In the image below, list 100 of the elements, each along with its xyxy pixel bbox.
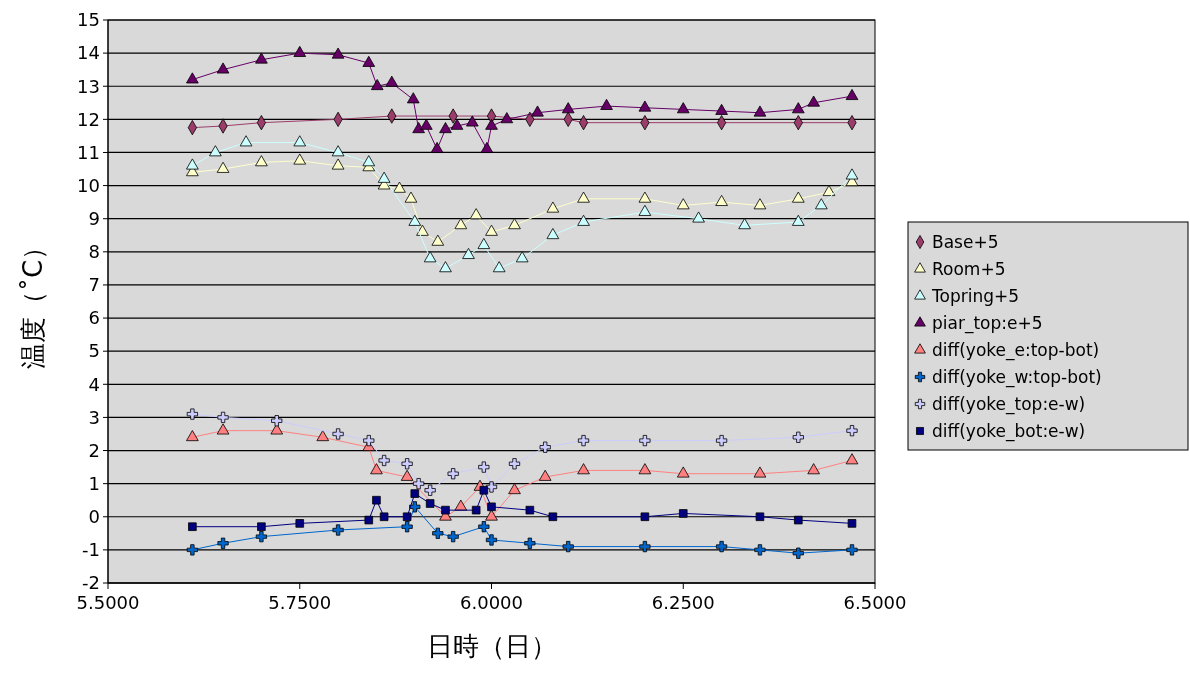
- point: [466, 115, 479, 127]
- point: [692, 211, 705, 223]
- point: [188, 522, 197, 531]
- point: [410, 489, 420, 498]
- legend-label: diff(yoke_w:top-bot): [932, 366, 1102, 388]
- point: [577, 463, 590, 475]
- point: [485, 509, 498, 521]
- point: [846, 425, 858, 437]
- point: [638, 100, 652, 112]
- point: [548, 512, 558, 522]
- point: [401, 458, 413, 470]
- point: [271, 415, 283, 427]
- y-tick-label: 0: [88, 506, 100, 528]
- point: [362, 155, 376, 167]
- point: [577, 191, 590, 203]
- legend-label: Topring+5: [931, 285, 1020, 306]
- point: [480, 141, 494, 153]
- point: [753, 105, 767, 117]
- point: [715, 194, 728, 206]
- point: [478, 461, 490, 473]
- y-tick-label: 14: [77, 42, 100, 64]
- point: [216, 423, 230, 435]
- point: [845, 168, 859, 180]
- point: [402, 512, 412, 522]
- point: [515, 251, 529, 263]
- point: [332, 428, 344, 440]
- point: [379, 512, 389, 522]
- point: [753, 198, 767, 210]
- point: [676, 198, 690, 210]
- point: [186, 430, 199, 442]
- point: [406, 92, 420, 104]
- legend-label: Base+5: [932, 231, 999, 252]
- point: [372, 495, 381, 505]
- point: [209, 145, 222, 157]
- point: [293, 153, 307, 165]
- point: [492, 261, 506, 273]
- point: [807, 463, 820, 475]
- point: [562, 540, 574, 553]
- point: [485, 118, 498, 130]
- point: [186, 72, 199, 84]
- y-tick-label: 12: [77, 108, 100, 130]
- point: [363, 435, 375, 447]
- point: [508, 483, 521, 495]
- point: [753, 466, 767, 478]
- y-tick-label: -1: [82, 539, 100, 561]
- point: [186, 408, 198, 420]
- y-tick-label: -2: [82, 572, 100, 594]
- point: [239, 135, 253, 147]
- point: [479, 486, 489, 495]
- point: [639, 540, 651, 553]
- point: [331, 158, 345, 170]
- point: [331, 145, 345, 157]
- point: [255, 155, 268, 167]
- point: [478, 521, 490, 533]
- point: [577, 214, 590, 226]
- point: [332, 524, 344, 536]
- point: [404, 191, 418, 203]
- point: [316, 430, 330, 442]
- point: [640, 512, 650, 522]
- point: [678, 509, 688, 518]
- point: [639, 435, 651, 447]
- point: [807, 95, 820, 107]
- y-tick-label: 5: [88, 340, 100, 362]
- y-tick-label: 3: [88, 406, 100, 428]
- y-tick-label: 11: [77, 141, 100, 163]
- point: [431, 234, 445, 246]
- point: [454, 218, 468, 230]
- legend-label: diff(yoke_top:e-w): [932, 393, 1086, 415]
- y-tick-label: 7: [88, 274, 100, 296]
- point: [531, 105, 544, 117]
- point: [638, 463, 652, 475]
- point: [792, 431, 804, 443]
- point: [716, 540, 728, 553]
- point: [217, 537, 229, 549]
- point: [362, 55, 376, 67]
- point: [439, 122, 452, 134]
- point: [293, 45, 307, 57]
- point: [600, 98, 613, 110]
- point: [370, 79, 384, 91]
- point: [377, 171, 391, 183]
- point: [255, 52, 268, 64]
- point: [370, 463, 383, 475]
- legend-label: diff(yoke_e:top-bot): [932, 339, 1100, 361]
- point: [416, 224, 429, 236]
- y-tick-label: 6: [88, 307, 100, 329]
- point: [430, 141, 444, 153]
- point: [255, 531, 267, 543]
- point: [485, 224, 498, 236]
- point: [400, 469, 414, 481]
- point: [525, 505, 535, 515]
- point: [186, 158, 199, 170]
- point: [469, 208, 483, 220]
- point: [408, 214, 422, 226]
- point: [393, 181, 406, 193]
- point: [378, 454, 390, 467]
- point: [508, 218, 521, 230]
- x-tick-label: 5.7500: [268, 592, 332, 613]
- point: [293, 135, 307, 147]
- x-axis-title: 日時（日）: [426, 631, 557, 661]
- point: [424, 484, 436, 496]
